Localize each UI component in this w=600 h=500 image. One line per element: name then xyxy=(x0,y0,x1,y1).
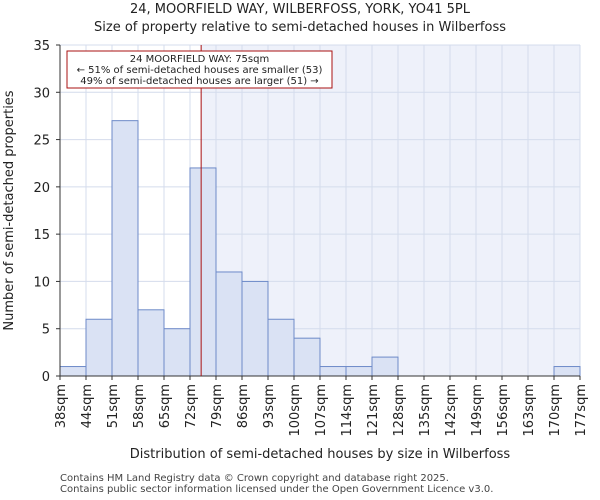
bar-79sqm xyxy=(215,271,243,377)
bar-114sqm xyxy=(345,366,373,377)
bar-44sqm xyxy=(85,318,113,377)
bar-51sqm xyxy=(111,120,139,377)
chart-title-line1: 24, MOORFIELD WAY, WILBERFOSS, YORK, YO4… xyxy=(129,2,470,17)
y-tick-label: 35 xyxy=(33,39,50,54)
footer-copyright: Contains HM Land Registry data © Crown c… xyxy=(60,473,449,484)
x-tick-label: 156sqm xyxy=(496,384,511,437)
x-tick-label: 72sqm xyxy=(184,384,199,428)
x-tick-label: 44sqm xyxy=(80,384,95,428)
bar-58sqm xyxy=(137,309,165,377)
annotation-box: 24 MOORFIELD WAY: 75sqm ← 51% of semi-de… xyxy=(66,50,333,89)
x-tick-label: 128sqm xyxy=(392,384,407,437)
x-tick-label: 93sqm xyxy=(262,384,277,428)
y-tick-label: 0 xyxy=(42,370,50,385)
y-tick-label: 20 xyxy=(33,181,50,196)
x-tick-label: 79sqm xyxy=(210,384,225,428)
x-tick-label: 86sqm xyxy=(236,384,251,428)
x-tick-label: 135sqm xyxy=(418,384,433,437)
x-tick-label: 177sqm xyxy=(574,384,589,437)
x-axis-label: Distribution of semi-detached houses by … xyxy=(130,447,511,462)
bar-107sqm xyxy=(319,366,347,377)
bar-121sqm xyxy=(371,356,399,377)
bar-65sqm xyxy=(163,328,191,377)
x-tick-label: 163sqm xyxy=(522,384,537,437)
x-tick-label: 58sqm xyxy=(132,384,147,428)
bar-170sqm xyxy=(553,366,581,377)
footer-licence: Contains public sector information licen… xyxy=(60,484,494,495)
x-tick-label: 149sqm xyxy=(470,384,485,437)
x-tick-label: 121sqm xyxy=(366,384,381,437)
y-tick-label: 30 xyxy=(33,86,50,101)
x-tick-label: 107sqm xyxy=(314,384,329,437)
bar-100sqm xyxy=(293,337,321,377)
bar-72sqm xyxy=(189,167,217,377)
x-tick-label: 114sqm xyxy=(340,384,355,437)
x-tick-label: 170sqm xyxy=(548,384,563,437)
annotation-line3: 49% of semi-detached houses are larger (… xyxy=(80,76,318,87)
y-tick-label: 25 xyxy=(33,134,50,149)
chart-title-line2: Size of property relative to semi-detach… xyxy=(94,20,506,35)
x-tick-label: 51sqm xyxy=(106,384,121,428)
bar-93sqm xyxy=(267,318,295,377)
y-tick-label: 10 xyxy=(33,275,50,290)
bar-86sqm xyxy=(241,280,269,377)
x-tick-label: 142sqm xyxy=(444,384,459,437)
x-tick-label: 100sqm xyxy=(288,384,303,437)
x-tick-label: 38sqm xyxy=(54,384,69,428)
y-tick-label: 5 xyxy=(42,323,50,338)
y-tick-label: 15 xyxy=(33,228,50,243)
x-tick-label: 65sqm xyxy=(158,384,173,428)
y-axis-label: Number of semi-detached properties xyxy=(2,90,17,330)
annotation-line2: ← 51% of semi-detached houses are smalle… xyxy=(77,65,323,76)
annotation-line1: 24 MOORFIELD WAY: 75sqm xyxy=(130,54,269,65)
bar-38sqm xyxy=(59,366,87,377)
